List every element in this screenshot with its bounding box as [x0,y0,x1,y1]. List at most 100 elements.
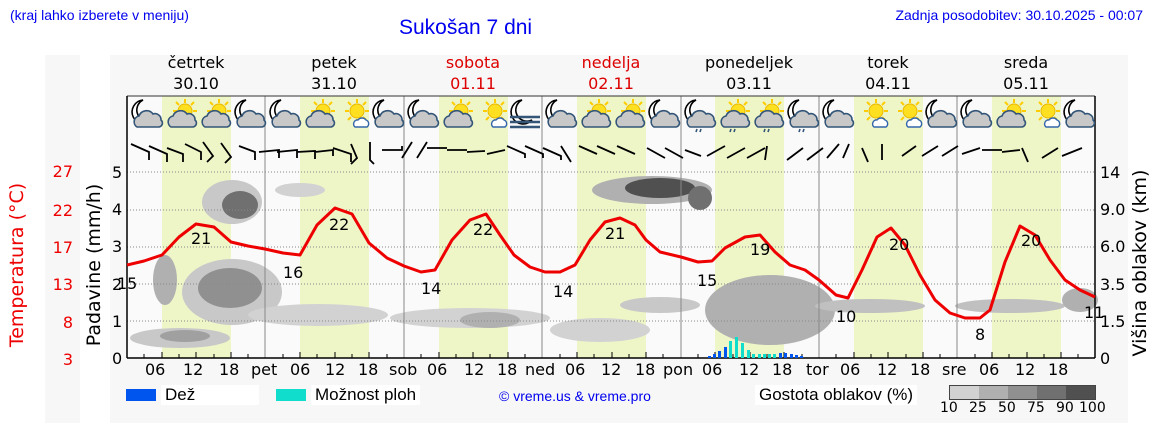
cloud-tick: 14 [1100,163,1121,182]
cloud-density-label: Gostota oblakov (%) [755,385,918,405]
moon-cloud-icon [407,99,440,128]
temp-tick: 13 [52,275,73,294]
x-tick: 18 [1048,360,1069,379]
day-header-5: torek 04.11 [819,52,957,94]
day-header-0: četrtek 30.10 [127,52,265,94]
day-date: 03.11 [726,74,772,93]
svg-text:15: 15 [697,271,717,290]
x-tick: 12 [183,360,204,379]
sun-cloud-icon [443,98,474,128]
moon-cloud-icon [1063,99,1095,128]
svg-text:11: 11 [1084,303,1104,322]
x-tick: 12 [877,360,898,379]
day-date: 02.11 [588,74,634,93]
cloud-tick: 0 [1100,349,1111,368]
sun-cloud-icon [615,98,646,128]
sun-cloud-icon [581,98,612,128]
sun-cloud-icon [167,98,198,128]
x-tick: 18 [772,360,793,379]
x-tick: tor [806,360,829,379]
x-tick: 06 [290,360,311,379]
density-tick: 90 [1056,400,1074,416]
precip-tick: 3 [112,237,123,256]
x-tick: 12 [1015,360,1036,379]
day-header-1: petek 31.10 [265,52,403,94]
moon-cloud-icon [822,99,855,128]
day-date: 30.10 [173,74,219,93]
day-headers: četrtek 30.10 petek 31.10 sobota 01.11 nede… [127,52,1095,94]
sun-small-cloud-icon [863,98,889,128]
precip-tick: 2 [112,275,123,294]
sun-cloud-icon [305,98,336,128]
cloud-tick: 6.0 [1100,237,1126,256]
shower-legend-swatch [276,389,306,401]
x-tick: pet [251,360,278,379]
moon-cloud-icon [545,99,578,128]
sun-small-cloud-icon [1035,98,1061,128]
svg-text:22: 22 [473,220,493,239]
density-tick: 100 [1079,400,1106,416]
density-tick: 25 [969,400,987,416]
x-tick: 18 [635,360,656,379]
x-tick: 06 [565,360,586,379]
temp-tick: 17 [52,238,73,257]
moon-fog-icon [508,99,542,129]
cloud-tick: 1.5 [1100,312,1126,331]
copyright-link[interactable]: © vreme.us & vreme.pro [499,388,651,404]
svg-text:21: 21 [191,229,211,248]
shower-bars [729,337,776,358]
day-date: 04.11 [865,74,911,93]
moon-rain-icon [787,99,820,133]
moon-cloud-icon [960,99,993,128]
x-tick: 06 [702,360,723,379]
location-hint-link[interactable]: (kraj lahko izberete v meniju) [10,7,189,23]
x-tick: 06 [145,360,166,379]
day-name: torek [867,53,909,72]
moon-rain-icon [684,99,717,133]
temp-tick: 27 [52,162,73,181]
moon-cloud-icon [372,99,405,128]
moon-cloud-icon [131,99,164,128]
day-name: sobota [445,53,501,72]
svg-text:8: 8 [975,325,985,344]
x-tick: sob [389,360,418,379]
precip-tick: 4 [112,200,123,219]
density-swatch [979,386,1008,399]
cloud-tick: 3.5 [1100,275,1126,294]
svg-text:14: 14 [421,279,441,298]
density-swatch [1008,386,1037,399]
sun-rain-icon [754,98,785,133]
x-tick: sre [942,360,967,379]
temp-tick: 8 [62,313,73,332]
temp-value-labels: 15 21 16 22 14 22 14 21 15 19 10 20 8 20… [117,215,1104,344]
svg-text:14: 14 [553,282,573,301]
x-tick: 06 [840,360,861,379]
svg-text:16: 16 [283,263,303,282]
x-tick: 18 [358,360,379,379]
density-tick: 50 [998,400,1016,416]
x-tick: 06 [427,360,448,379]
x-tick: pon [663,360,694,379]
x-tick: 18 [219,360,240,379]
precip-tick: 5 [112,163,123,182]
last-update-text: Zadnja posodobitev: 30.10.2025 - 00:07 [895,7,1143,23]
sun-rain-icon [720,98,751,133]
moon-cloud-icon [269,99,302,128]
shower-legend-label: Možnost ploh [311,385,421,405]
day-name: nedelja [581,53,641,72]
temperature-line [126,206,1096,320]
temp-tick: 22 [52,201,73,220]
x-axis-labels: 06 12 18 pet 06 12 18 sob 06 12 18 ned 0… [127,360,1095,380]
day-name: četrtek [167,53,225,72]
temp-axis-panel [45,55,80,423]
rain-legend-label: Dež [161,385,259,405]
weather-icons [131,98,1095,133]
moon-cloud-icon [925,99,958,128]
day-date: 01.11 [450,74,496,93]
precip-tick: 0 [112,349,123,368]
cloud-density-layer [130,176,1098,348]
moon-cloud-icon [648,99,681,128]
moon-cloud-icon [234,99,267,128]
day-name: petek [311,53,357,72]
